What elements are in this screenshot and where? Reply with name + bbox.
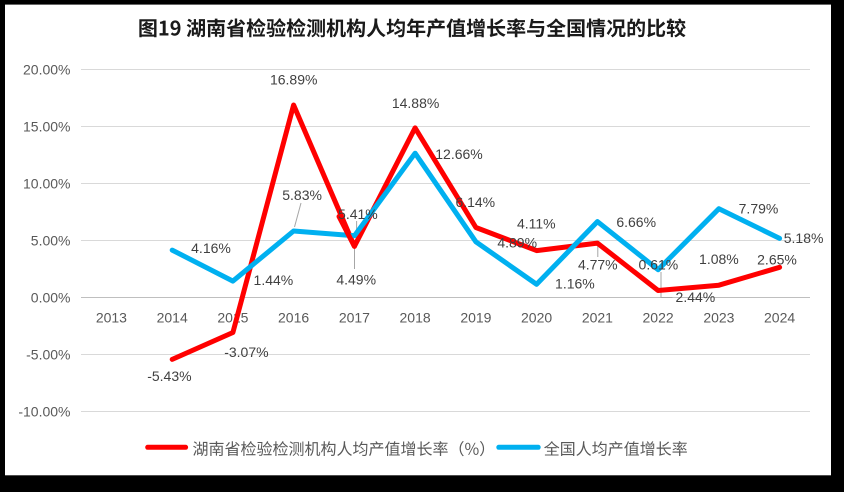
svg-text:2013: 2013 — [96, 310, 127, 326]
svg-text:4.16%: 4.16% — [191, 240, 231, 256]
svg-text:-3.07%: -3.07% — [224, 344, 268, 360]
svg-text:1.16%: 1.16% — [555, 276, 595, 292]
svg-text:10.00%: 10.00% — [23, 176, 70, 192]
svg-text:0.61%: 0.61% — [639, 257, 679, 273]
svg-text:5.18%: 5.18% — [784, 230, 824, 246]
svg-text:2022: 2022 — [643, 310, 674, 326]
svg-text:7.79%: 7.79% — [739, 200, 779, 216]
svg-text:4.77%: 4.77% — [578, 257, 618, 273]
svg-text:2.65%: 2.65% — [757, 252, 797, 268]
svg-text:4.49%: 4.49% — [336, 271, 376, 287]
svg-text:1.08%: 1.08% — [699, 251, 739, 267]
svg-text:6.66%: 6.66% — [616, 214, 656, 230]
svg-text:16.89%: 16.89% — [270, 71, 317, 87]
svg-text:6.14%: 6.14% — [455, 194, 495, 210]
svg-text:2015: 2015 — [217, 310, 248, 326]
svg-text:5.41%: 5.41% — [338, 206, 378, 222]
svg-text:4.89%: 4.89% — [497, 235, 537, 251]
svg-text:2021: 2021 — [582, 310, 613, 326]
svg-text:2014: 2014 — [157, 310, 188, 326]
svg-text:20.00%: 20.00% — [23, 62, 70, 78]
svg-text:-5.00%: -5.00% — [26, 347, 70, 363]
svg-text:2016: 2016 — [278, 310, 309, 326]
svg-text:2017: 2017 — [339, 310, 370, 326]
svg-text:2024: 2024 — [764, 310, 795, 326]
svg-text:2020: 2020 — [521, 310, 552, 326]
svg-text:2023: 2023 — [703, 310, 734, 326]
svg-text:1.44%: 1.44% — [254, 272, 294, 288]
svg-text:2.44%: 2.44% — [676, 289, 716, 305]
svg-text:14.88%: 14.88% — [392, 95, 439, 111]
svg-text:4.11%: 4.11% — [517, 216, 556, 232]
svg-text:-10.00%: -10.00% — [18, 404, 70, 420]
svg-text:0.00%: 0.00% — [31, 290, 71, 306]
svg-text:-5.43%: -5.43% — [147, 368, 191, 384]
svg-text:2018: 2018 — [400, 310, 431, 326]
svg-text:15.00%: 15.00% — [23, 119, 70, 135]
svg-text:12.66%: 12.66% — [435, 146, 482, 162]
svg-text:5.00%: 5.00% — [31, 233, 71, 249]
svg-text:2019: 2019 — [460, 310, 491, 326]
svg-text:5.83%: 5.83% — [282, 187, 322, 203]
